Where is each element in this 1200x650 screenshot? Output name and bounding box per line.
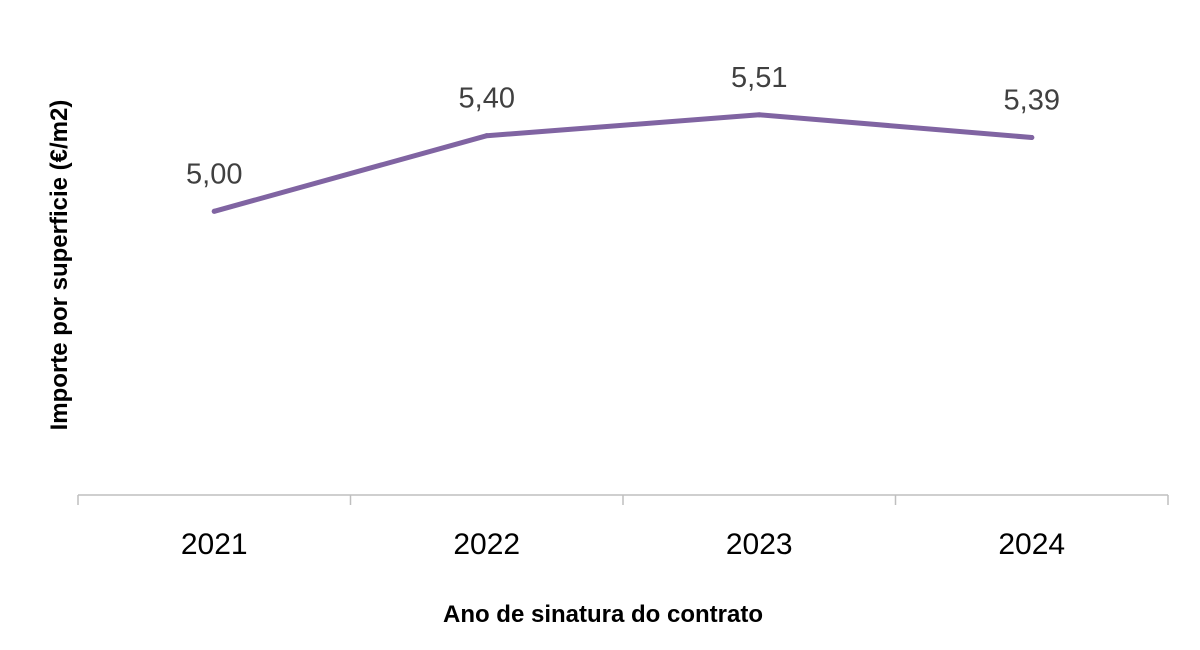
y-axis-title: Importe por superficie (€/m2) xyxy=(46,100,73,431)
x-tick-label-2021: 2021 xyxy=(181,528,248,561)
data-label-2024: 5,39 xyxy=(1004,85,1060,117)
x-axis: 2021 2022 2023 2024 xyxy=(77,494,1169,561)
data-label-2023: 5,51 xyxy=(731,62,787,94)
x-tick-label-2022: 2022 xyxy=(453,528,520,561)
data-label-2022: 5,40 xyxy=(459,83,515,115)
x-tick-label-2024: 2024 xyxy=(998,528,1065,561)
data-point-2021 xyxy=(211,208,217,214)
series-line xyxy=(211,112,1035,214)
series-layer xyxy=(211,112,1035,214)
data-label-2021: 5,00 xyxy=(186,158,242,190)
data-point-2024 xyxy=(1029,135,1035,141)
x-axis-title: Ano de sinatura do contrato xyxy=(443,601,763,628)
data-point-2023 xyxy=(756,112,762,118)
data-labels: 5,00 5,40 5,51 5,39 xyxy=(186,62,1060,190)
data-point-2022 xyxy=(484,133,490,139)
x-tick-label-2023: 2023 xyxy=(726,528,793,561)
